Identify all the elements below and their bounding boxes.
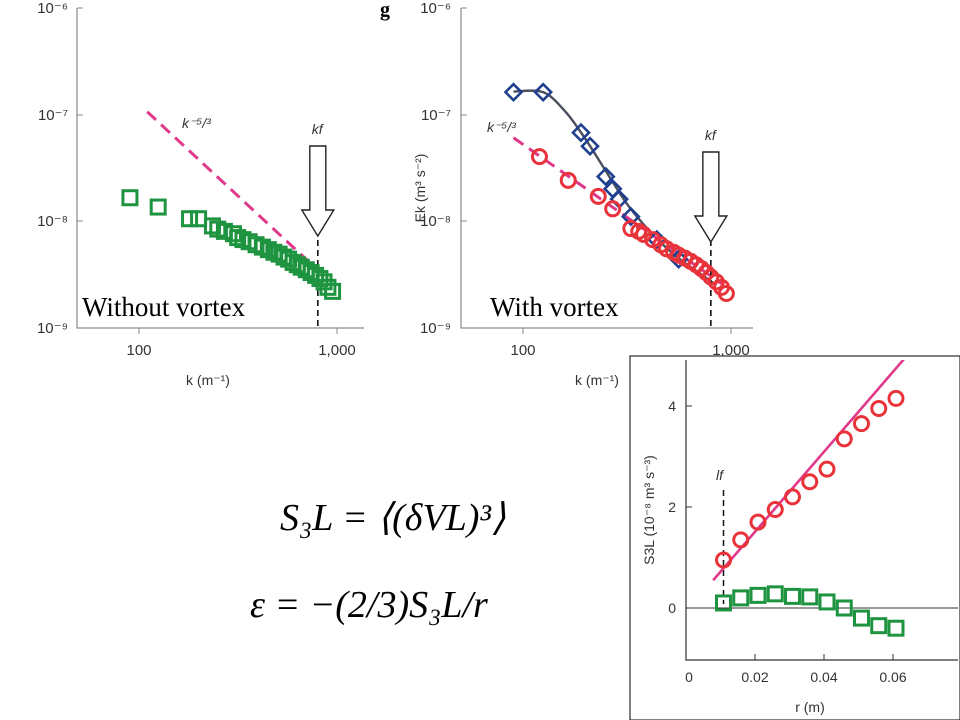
lf-label: lf <box>716 467 725 483</box>
x-tick-label: 0.04 <box>810 669 837 685</box>
square-marker <box>324 282 342 300</box>
panel-letter: g <box>380 0 390 21</box>
x-tick-label: 0.02 <box>741 669 768 685</box>
x-ticks-left: 100 1,000 <box>126 328 356 359</box>
y-tick-label: 10⁻⁶ <box>420 0 451 17</box>
x-tick-label: 100 <box>510 342 535 359</box>
square-marker <box>870 617 888 635</box>
x-tick-label: 0.06 <box>879 669 906 685</box>
circle-marker <box>732 531 750 549</box>
chart-caption: With vortex <box>490 292 619 322</box>
y-axis-label: Ek (m³ s⁻²) <box>412 154 428 223</box>
square-marker <box>715 594 732 612</box>
circle-marker <box>749 513 767 531</box>
square-marker <box>181 210 199 228</box>
slope-label: k⁻⁵/³ <box>182 115 211 131</box>
y-axis-label: S3L (10⁻⁸ m³ s⁻³) <box>641 455 657 565</box>
x-axis-label: r (m) <box>795 699 825 715</box>
diamond-marker <box>571 122 591 143</box>
square-marker <box>784 587 801 605</box>
circle-marker <box>697 264 715 282</box>
circle-marker <box>530 148 548 166</box>
square-marker <box>121 189 139 207</box>
kf-label: kf <box>705 127 718 143</box>
circle-marker <box>887 389 905 407</box>
square-marker <box>801 588 819 606</box>
y-tick-label: 10⁻⁹ <box>37 320 68 337</box>
circle-marker <box>715 551 732 569</box>
circle-marker <box>559 171 577 189</box>
y-tick-label: 0 <box>668 600 676 616</box>
square-marker <box>887 619 905 637</box>
circle-marker <box>870 400 888 418</box>
y-tick-label: 10⁻⁶ <box>37 0 68 17</box>
x-axis-label: k (m⁻¹) <box>186 372 230 388</box>
formula-epsilon: ε = −(2/3)S₃L/r <box>250 584 488 626</box>
diamond-marker <box>533 82 553 102</box>
y-ticks-middle: 10⁻⁶ 10⁻⁷ 10⁻⁸ 10⁻⁹ <box>420 0 467 337</box>
square-marker <box>149 198 167 216</box>
circle-marker <box>717 285 735 303</box>
x-tick-label: 0 <box>685 669 693 685</box>
x-tick-label: 1,000 <box>318 342 356 359</box>
circle-marker <box>604 200 622 218</box>
kf-label: kf <box>312 121 325 137</box>
circle-marker <box>784 488 801 506</box>
square-marker <box>749 586 767 604</box>
square-marker <box>315 273 333 291</box>
circle-marker <box>766 501 784 519</box>
chart-with-vortex: g 10⁻⁶ 10⁻⁷ 10⁻⁸ 10⁻⁹ 100 1,000 k (m⁻¹) … <box>380 0 753 388</box>
kf-arrow-icon <box>693 151 729 244</box>
y-tick-label: 10⁻⁸ <box>37 213 68 230</box>
square-marker <box>853 609 870 627</box>
x-ticks-middle: 100 1,000 <box>510 328 750 359</box>
square-marker <box>732 589 750 607</box>
chart-without-vortex: 10⁻⁶ 10⁻⁷ 10⁻⁸ 10⁻⁹ 100 1,000 k (m⁻¹) k⁻… <box>37 0 364 388</box>
square-marker <box>835 599 853 617</box>
square-marker <box>766 585 784 603</box>
circle-marker <box>801 473 819 491</box>
x-tick-label: 1,000 <box>712 342 750 359</box>
circle-marker <box>589 187 607 205</box>
x-ticks-inset: 0 0.02 0.04 0.06 <box>685 654 907 685</box>
y-tick-label: 2 <box>668 499 676 515</box>
square-marker <box>319 278 337 296</box>
square-marker <box>818 593 836 611</box>
y-tick-label: 10⁻⁷ <box>421 107 451 124</box>
y-ticks-left: 10⁻⁶ 10⁻⁷ 10⁻⁸ 10⁻⁹ <box>37 0 83 337</box>
series-group <box>715 389 905 637</box>
inset-frame <box>629 355 960 720</box>
y-ticks-inset: 4 2 0 <box>668 398 692 616</box>
circle-marker <box>835 430 853 448</box>
axes-frame-inset <box>685 360 958 661</box>
circle-marker <box>818 460 836 478</box>
y-tick-label: 4 <box>668 398 676 414</box>
y-tick-label: 10⁻⁷ <box>38 107 68 124</box>
diamond-marker <box>595 166 616 187</box>
y-tick-label: 10⁻⁹ <box>420 320 451 337</box>
formula-s3l: S₃L = ⟨(δVL)³⟩ <box>280 497 506 539</box>
square-marker <box>229 229 247 247</box>
x-axis-label: k (m⁻¹) <box>575 372 619 388</box>
slope-label: k⁻⁵/³ <box>487 119 516 135</box>
square-marker <box>190 210 208 228</box>
chart-caption: Without vortex <box>82 292 246 322</box>
square-marker <box>203 217 221 235</box>
diamond-marker <box>621 206 641 227</box>
x-tick-label: 100 <box>126 342 151 359</box>
series-group <box>121 189 342 300</box>
circle-marker <box>853 415 870 433</box>
kf-arrow-icon <box>300 145 336 238</box>
diamond-marker <box>580 136 600 157</box>
kf-marker: kf <box>693 127 729 328</box>
y-tick-label: 10⁻⁸ <box>420 213 451 230</box>
series-group <box>503 82 735 303</box>
chart-s3l-vs-r: 4 2 0 0 0.02 0.04 0.06 r (m) S3L (10⁻⁸ m… <box>629 355 960 720</box>
diamond-marker <box>503 82 524 102</box>
kf-marker: kf <box>300 121 336 328</box>
